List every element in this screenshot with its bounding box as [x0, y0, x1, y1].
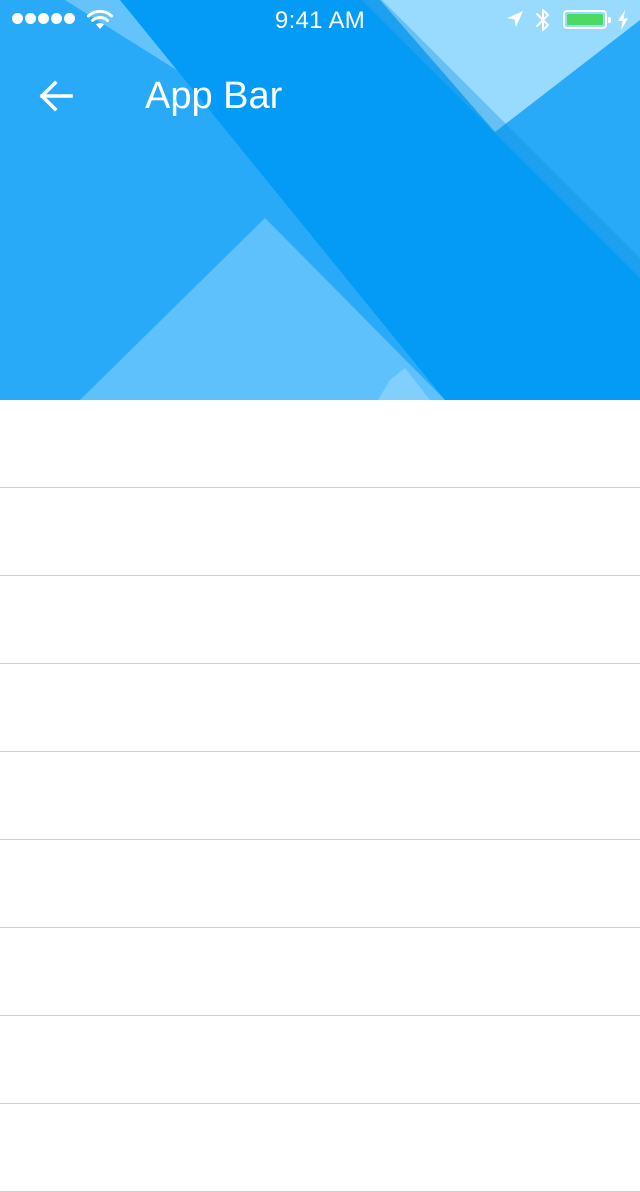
wifi-icon	[87, 9, 113, 29]
list-item[interactable]	[0, 840, 640, 928]
status-bar: 9:41 AM	[0, 0, 640, 40]
signal-dot	[38, 13, 49, 24]
list-item[interactable]	[0, 928, 640, 1016]
list-item[interactable]	[0, 400, 640, 488]
signal-dot	[12, 13, 23, 24]
battery-cap	[608, 17, 611, 23]
list-item[interactable]	[0, 1016, 640, 1104]
content-list	[0, 400, 640, 1192]
list-item[interactable]	[0, 752, 640, 840]
page-title: App Bar	[145, 75, 283, 117]
back-button[interactable]	[28, 70, 84, 122]
list-item[interactable]	[0, 664, 640, 752]
arrow-left-icon	[39, 80, 73, 112]
battery-icon	[563, 10, 611, 29]
list-item[interactable]	[0, 576, 640, 664]
signal-dot	[25, 13, 36, 24]
signal-strength-icon	[12, 13, 75, 24]
status-time: 9:41 AM	[274, 7, 366, 34]
location-arrow-icon	[507, 11, 523, 27]
list-item[interactable]	[0, 488, 640, 576]
charging-bolt-icon	[618, 10, 628, 30]
app-bar-background	[0, 0, 640, 400]
bluetooth-icon	[536, 9, 549, 31]
battery-level-fill	[567, 14, 603, 25]
signal-dot	[64, 13, 75, 24]
signal-dot	[51, 13, 62, 24]
list-item[interactable]	[0, 1104, 640, 1192]
app-bar: 9:41 AM App Bar	[0, 0, 640, 400]
